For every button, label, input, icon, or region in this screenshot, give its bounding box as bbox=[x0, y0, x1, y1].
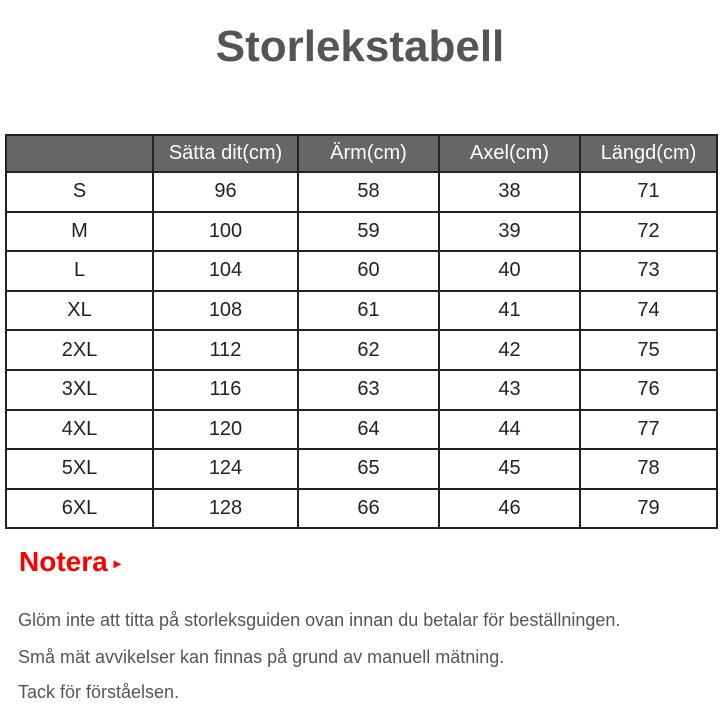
value-cell: 38 bbox=[438, 171, 581, 213]
value-cell: 75 bbox=[579, 329, 718, 371]
table-row: XL 108 61 41 74 bbox=[5, 289, 718, 332]
table-row: M 100 59 39 72 bbox=[5, 210, 718, 253]
value-cell: 120 bbox=[152, 408, 299, 451]
value-cell: 78 bbox=[579, 448, 718, 490]
value-cell: 60 bbox=[297, 250, 440, 292]
value-cell: 73 bbox=[579, 250, 718, 292]
value-cell: 46 bbox=[438, 487, 581, 530]
value-cell: 112 bbox=[152, 329, 299, 371]
value-cell: 128 bbox=[152, 487, 299, 530]
column-header: Sätta dit(cm) bbox=[152, 134, 299, 173]
table-row: 2XL 112 62 42 75 bbox=[5, 329, 718, 371]
value-cell: 79 bbox=[579, 487, 718, 530]
size-cell: 5XL bbox=[5, 448, 154, 490]
column-header: Axel(cm) bbox=[438, 134, 581, 173]
column-header bbox=[5, 134, 154, 173]
page-title: Storlekstabell bbox=[215, 22, 505, 71]
value-cell: 124 bbox=[152, 448, 299, 490]
value-cell: 100 bbox=[152, 210, 299, 253]
value-cell: 41 bbox=[438, 289, 581, 332]
size-cell: 6XL bbox=[5, 487, 154, 530]
value-cell: 43 bbox=[438, 368, 581, 411]
size-cell: XL bbox=[5, 289, 154, 332]
note-heading: Notera ▸ bbox=[19, 546, 121, 578]
table-row: 4XL 120 64 44 77 bbox=[5, 408, 718, 451]
value-cell: 104 bbox=[152, 250, 299, 292]
note-line: Små mät avvikelser kan finnas på grund a… bbox=[18, 647, 505, 667]
value-cell: 96 bbox=[152, 171, 299, 213]
value-cell: 44 bbox=[438, 408, 581, 451]
value-cell: 65 bbox=[297, 448, 440, 490]
column-header: Ärm(cm) bbox=[297, 134, 440, 173]
size-cell: 4XL bbox=[5, 408, 154, 451]
value-cell: 108 bbox=[152, 289, 299, 332]
value-cell: 66 bbox=[297, 487, 440, 530]
table-row: L 104 60 40 73 bbox=[5, 250, 718, 292]
table-row: S 96 58 38 71 bbox=[5, 171, 718, 213]
size-cell: M bbox=[5, 210, 154, 253]
size-cell: L bbox=[5, 250, 154, 292]
size-cell: 2XL bbox=[5, 329, 154, 371]
value-cell: 76 bbox=[579, 368, 718, 411]
table-row: 5XL 124 65 45 78 bbox=[5, 448, 718, 490]
value-cell: 59 bbox=[297, 210, 440, 253]
value-cell: 62 bbox=[297, 329, 440, 371]
value-cell: 61 bbox=[297, 289, 440, 332]
value-cell: 77 bbox=[579, 408, 718, 451]
size-cell: S bbox=[5, 171, 154, 213]
table-row: 3XL 116 63 43 76 bbox=[5, 368, 718, 411]
value-cell: 71 bbox=[579, 171, 718, 213]
value-cell: 45 bbox=[438, 448, 581, 490]
note-label: Notera bbox=[19, 546, 108, 577]
value-cell: 58 bbox=[297, 171, 440, 213]
column-header: Längd(cm) bbox=[579, 134, 718, 173]
value-cell: 74 bbox=[579, 289, 718, 332]
value-cell: 63 bbox=[297, 368, 440, 411]
table-row: 6XL 128 66 46 79 bbox=[5, 487, 718, 530]
value-cell: 64 bbox=[297, 408, 440, 451]
value-cell: 40 bbox=[438, 250, 581, 292]
value-cell: 72 bbox=[579, 210, 718, 253]
value-cell: 116 bbox=[152, 368, 299, 411]
arrow-right-icon: ▸ bbox=[113, 555, 121, 572]
value-cell: 39 bbox=[438, 210, 581, 253]
value-cell: 42 bbox=[438, 329, 581, 371]
table-header: Sätta dit(cm) Ärm(cm) Axel(cm) Längd(cm) bbox=[5, 134, 718, 173]
note-line: Tack för förståelsen. bbox=[18, 682, 180, 702]
size-cell: 3XL bbox=[5, 368, 154, 411]
note-line: Glöm inte att titta på storleksguiden ov… bbox=[18, 610, 621, 630]
